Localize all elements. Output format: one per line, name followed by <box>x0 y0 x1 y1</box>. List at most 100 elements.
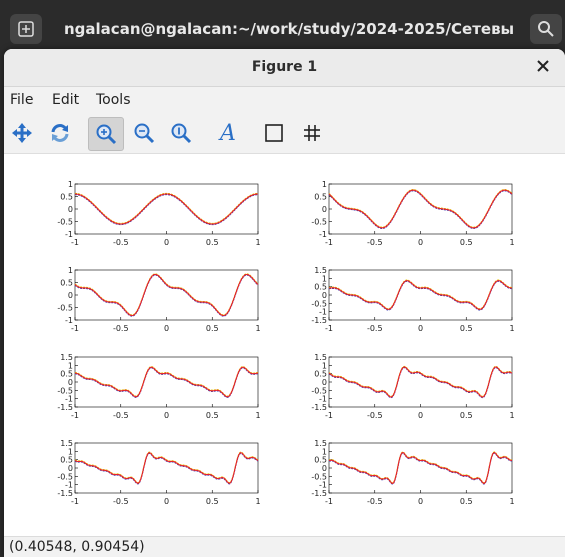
subplot-1[interactable]: 1 0.5 0 -0.5 -1-1 -0.5 0 0.5 1 <box>57 180 260 247</box>
x-tick-label: 0.5 <box>460 238 473 247</box>
y-tick-label: -0.5 <box>57 472 73 481</box>
grid-button[interactable] <box>295 117 329 149</box>
x-tick-label: -0.5 <box>367 411 383 420</box>
y-tick-label: 0.5 <box>60 193 73 202</box>
subplot-2[interactable]: 1 0.5 0 -0.5 -1-1 -0.5 0 0.5 1 <box>311 180 514 247</box>
window-titlebar[interactable]: Figure 1 <box>4 49 565 87</box>
subplot-4[interactable]: 1.510.50-0.5-1-1.5-1 -0.5 0 0.5 1 <box>311 266 514 333</box>
zoom-in-button[interactable] <box>88 117 124 151</box>
y-tick-label: 1.5 <box>314 439 327 448</box>
toolbar: A <box>4 113 565 154</box>
series-line <box>328 366 513 398</box>
y-tick-label: -1.5 <box>311 403 327 412</box>
y-tick-label: 0.5 <box>60 456 73 465</box>
menu-file[interactable]: File <box>10 92 34 108</box>
y-tick-label: 0.5 <box>314 456 327 465</box>
zoom-reset-icon <box>171 123 192 144</box>
x-tick-label: -1 <box>325 324 333 333</box>
search-button[interactable] <box>530 14 562 44</box>
x-tick-label: 0.5 <box>206 238 219 247</box>
close-button[interactable] <box>533 57 553 77</box>
x-tick-label: -0.5 <box>367 497 383 506</box>
series-line <box>75 367 258 398</box>
y-tick-label: 1.5 <box>60 439 73 448</box>
axes-box-button[interactable] <box>257 117 291 149</box>
x-tick-label: 0.5 <box>460 324 473 333</box>
x-tick-label: 1 <box>255 411 260 420</box>
y-tick-label: 0.5 <box>314 193 327 202</box>
y-tick-label: -1 <box>319 230 327 239</box>
y-tick-label: 0 <box>322 378 327 387</box>
menu-tools[interactable]: Tools <box>96 92 131 108</box>
x-tick-label: 1 <box>255 324 260 333</box>
y-tick-label: -1.5 <box>57 403 73 412</box>
x-tick-label: 0 <box>418 238 423 247</box>
y-tick-label: -0.5 <box>311 299 327 308</box>
y-tick-label: -1 <box>319 395 327 404</box>
rotate-button[interactable] <box>43 117 77 149</box>
grid-icon <box>304 125 320 141</box>
y-tick-label: -1 <box>319 308 327 317</box>
y-tick-label: 0.5 <box>314 283 327 292</box>
subplot-8[interactable]: 1.510.50-0.5-1-1.5-1 -0.5 0 0.5 1 <box>311 439 514 506</box>
pan-icon <box>12 123 32 143</box>
subplot-3[interactable]: 1 0.5 0 -0.5 -1-1 -0.5 0 0.5 1 <box>57 266 260 333</box>
plus-icon <box>18 21 34 37</box>
zoom-out-button[interactable] <box>127 117 161 149</box>
y-tick-label: 1 <box>322 274 327 283</box>
series-line <box>328 189 513 229</box>
series-line <box>328 452 513 484</box>
series-line <box>75 366 258 398</box>
x-tick-label: 0 <box>418 411 423 420</box>
y-tick-label: 0 <box>322 291 327 300</box>
y-tick-label: 1.5 <box>314 266 327 275</box>
subplot-6[interactable]: 1.510.50-0.5-1-1.5-1 -0.5 0 0.5 1 <box>311 353 514 420</box>
x-tick-label: 0 <box>164 238 169 247</box>
x-tick-label: -0.5 <box>113 238 129 247</box>
y-tick-label: -0.5 <box>57 304 73 313</box>
x-tick-label: -0.5 <box>367 324 383 333</box>
y-tick-label: -0.5 <box>311 218 327 227</box>
x-tick-label: -1 <box>325 497 333 506</box>
pan-button[interactable] <box>5 117 39 149</box>
y-tick-label: 0.5 <box>60 370 73 379</box>
plot-canvas[interactable]: 1 0.5 0 -0.5 -1 -1 -0.5 0 0.5 1 1 0.5 0 -0.5 -1 -1 -0.5 0… <box>4 154 565 536</box>
x-tick-label: -0.5 <box>113 411 129 420</box>
axes-box <box>328 442 513 494</box>
x-tick-label: -1 <box>71 238 79 247</box>
series-line <box>74 452 259 484</box>
zoom-out-icon <box>134 123 155 144</box>
cursor-coordinates: (0.40548, 0.90454) <box>9 539 145 555</box>
search-icon <box>538 21 554 37</box>
y-tick-label: 1 <box>322 447 327 456</box>
axes-box <box>328 356 513 408</box>
x-tick-label: -1 <box>71 497 79 506</box>
y-tick-label: 0.5 <box>314 370 327 379</box>
x-tick-label: 0.5 <box>460 411 473 420</box>
x-tick-label: -0.5 <box>113 497 129 506</box>
status-bar: (0.40548, 0.90454) <box>4 536 565 557</box>
y-tick-label: -0.5 <box>311 472 327 481</box>
zoom-reset-button[interactable] <box>164 117 198 149</box>
y-tick-label: -1.5 <box>57 489 73 498</box>
x-tick-label: 1 <box>255 497 260 506</box>
axes-box <box>74 356 259 408</box>
x-tick-label: 1 <box>509 324 514 333</box>
text-tool-button[interactable]: A <box>211 117 245 149</box>
menu-edit[interactable]: Edit <box>52 92 80 108</box>
y-tick-label: 0 <box>322 205 327 214</box>
menu-bar: File Edit Tools <box>4 87 565 113</box>
y-tick-label: 0 <box>68 205 73 214</box>
y-tick-label: -0.5 <box>311 386 327 395</box>
y-tick-label: 1 <box>322 361 327 370</box>
subplot-grid[interactable]: 10.50-0.5-1-1 -0.5 0 0.5 110.50-0.5-1-1 -0.5 0… <box>4 154 565 536</box>
rotate-icon <box>51 124 69 142</box>
subplot-5[interactable]: 1.510.50-0.5-1-1.5-1 -0.5 0 0.5 1 <box>57 353 260 420</box>
y-tick-label: 1 <box>68 180 73 189</box>
new-tab-button[interactable] <box>10 14 42 44</box>
subplot-7[interactable]: 1.510.50-0.5-1-1.5-1 -0.5 0 0.5 1 <box>57 439 260 506</box>
series-line <box>75 366 258 397</box>
x-tick-label: -0.5 <box>113 324 129 333</box>
series-line <box>74 273 259 317</box>
y-tick-label: -1 <box>65 481 73 490</box>
